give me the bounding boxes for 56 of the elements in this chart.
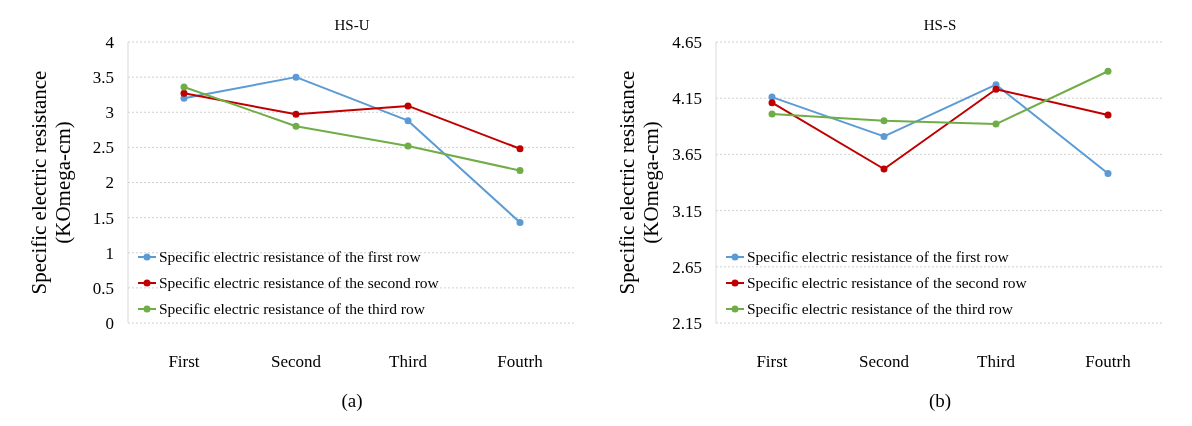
text: (b): [928, 390, 952, 412]
point: [768, 99, 776, 107]
point: [180, 83, 188, 91]
y-tick-label: 3.65: [672, 145, 702, 165]
point: [516, 219, 524, 227]
point: [1104, 67, 1112, 75]
point: [292, 110, 300, 118]
point: [880, 132, 888, 140]
legend-label: Specific electric resistance of the third row: [159, 300, 426, 318]
y-tick-label: 3: [105, 103, 114, 123]
chart-title: HS-S: [923, 17, 957, 33]
point: [404, 102, 412, 110]
point: [1104, 170, 1112, 178]
legend-label: Specific electric resistance of the second row: [747, 274, 1028, 292]
legend-label: Specific electric resistance of the third row: [747, 300, 1014, 318]
legend-label: Specific electric resistance of the second row: [159, 274, 440, 292]
x-tick-label: Second: [858, 352, 910, 371]
point: [180, 89, 188, 97]
point: [516, 145, 524, 153]
text: (a): [341, 390, 363, 412]
y-tick-label: 2.15: [672, 313, 702, 333]
point: [1104, 111, 1112, 119]
y-tick-label: 0: [105, 313, 114, 333]
x-tick-label: Third: [977, 352, 1016, 371]
point: [992, 85, 1000, 93]
point: [404, 117, 412, 125]
y-tick-label: 4.15: [672, 89, 702, 109]
x-tick-label: First: [756, 352, 788, 371]
y-tick-label: 2: [105, 173, 114, 193]
point: [992, 120, 1000, 128]
x-tick-label: Second: [270, 352, 322, 371]
y-tick-label: 4: [105, 32, 115, 52]
y-axis-title: Specific electric resistance (KOmega-cm): [27, 70, 75, 295]
x-tick-label: Foutrh: [1085, 352, 1132, 371]
legend-label: Specific electric resistance of the first row: [747, 248, 1010, 266]
y-tick-label: 3.15: [672, 201, 702, 221]
point: [768, 110, 776, 118]
y-tick-label: 3.5: [92, 68, 114, 88]
point: [516, 167, 524, 175]
point: [880, 117, 888, 125]
point: [880, 165, 888, 173]
point: [292, 73, 300, 81]
point: [404, 142, 412, 150]
y-tick-label: 1: [105, 243, 114, 263]
y-tick-label: 4.65: [672, 32, 702, 52]
y-axis-title: Specific electric resistance (KOmega-cm): [615, 70, 663, 295]
y-tick-label: 2.5: [92, 138, 114, 158]
y-tick-label: 1.5: [92, 208, 114, 228]
x-tick-label: Foutrh: [497, 352, 544, 371]
x-tick-label: Third: [389, 352, 428, 371]
chart-title: HS-U: [334, 17, 370, 33]
legend-label: Specific electric resistance of the first row: [159, 248, 422, 266]
y-tick-label: 0.5: [92, 278, 114, 298]
point: [292, 122, 300, 130]
y-tick-label: 2.65: [672, 257, 702, 277]
x-tick-label: First: [168, 352, 200, 371]
